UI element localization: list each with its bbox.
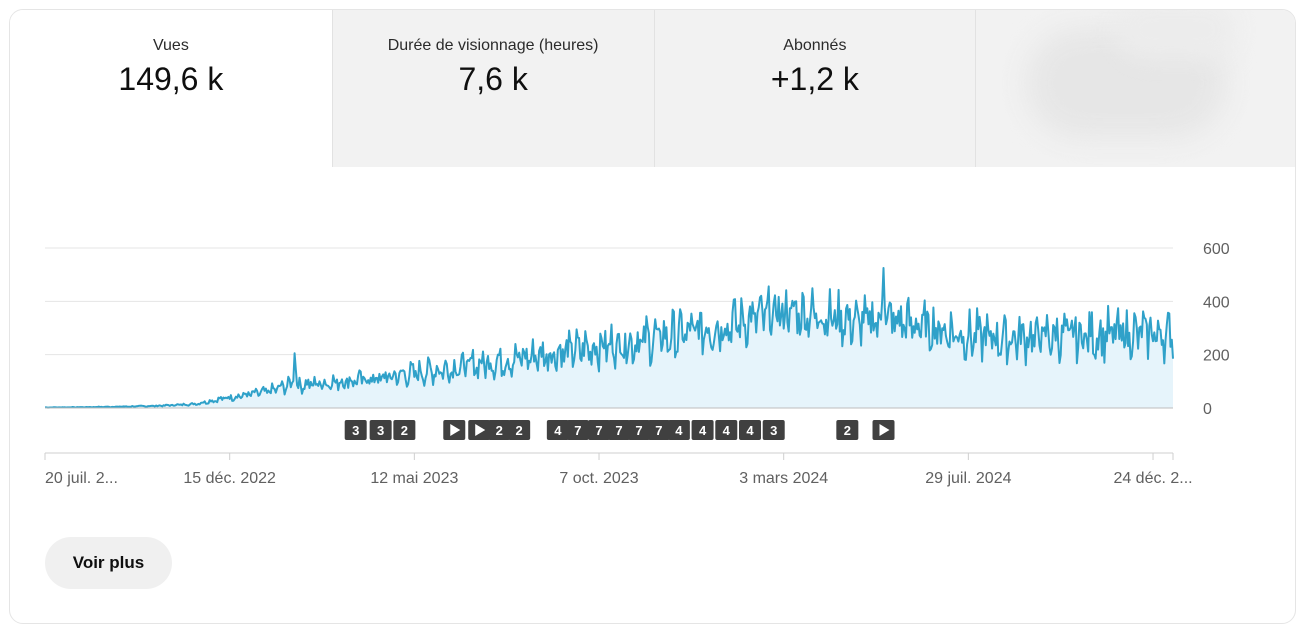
event-marker-label: 2: [496, 423, 503, 438]
event-marker-label: 3: [770, 423, 777, 438]
event-marker: [607, 420, 630, 440]
play-icon: [879, 424, 890, 436]
event-marker: [762, 420, 785, 440]
event-marker-label: 2: [516, 423, 523, 438]
tab-abonnes[interactable]: Abonnés +1,2 k: [653, 10, 976, 167]
x-tick-label: 29 juil. 2024: [925, 470, 1011, 487]
event-marker-label: 4: [699, 423, 707, 438]
metric-tabs: Vues 149,6 k Durée de visionnage (heures…: [10, 10, 1295, 167]
y-tick-label: 400: [1203, 294, 1230, 311]
event-marker: [715, 420, 738, 440]
event-marker-label: 2: [844, 423, 851, 438]
event-marker-label: 2: [401, 423, 408, 438]
tab-vues-label: Vues: [152, 37, 189, 54]
x-tick-label: 24 déc. 2...: [1113, 470, 1192, 487]
event-marker-label: 7: [595, 423, 602, 438]
tab-vues[interactable]: Vues 149,6 k: [10, 10, 332, 167]
event-marker-label: 3: [377, 423, 384, 438]
event-marker-label: 7: [574, 423, 581, 438]
x-tick-label: 7 oct. 2023: [559, 470, 638, 487]
event-marker: [627, 420, 650, 440]
tab-duree-label: Durée de visionnage (heures): [387, 37, 599, 54]
y-tick-label: 0: [1203, 401, 1212, 418]
x-tick-label: 20 juil. 2...: [45, 470, 118, 487]
event-marker-label: 4: [723, 423, 731, 438]
x-tick-label: 12 mai 2023: [370, 470, 458, 487]
x-tick-label: 3 mars 2024: [739, 470, 828, 487]
play-icon: [450, 424, 461, 436]
event-marker-label: 7: [655, 423, 662, 438]
event-marker: [667, 420, 690, 440]
blurred-content-2: [1116, 10, 1237, 60]
event-marker-label: 7: [635, 423, 642, 438]
tab-blurred[interactable]: [975, 10, 1295, 167]
event-marker: [836, 420, 859, 440]
analytics-card: Vues 149,6 k Durée de visionnage (heures…: [9, 9, 1296, 624]
event-marker: [739, 420, 761, 440]
event-marker: [566, 420, 589, 440]
event-marker: [691, 420, 714, 440]
y-tick-label: 200: [1203, 348, 1230, 365]
voir-plus-button[interactable]: Voir plus: [45, 537, 172, 589]
tab-abonnes-label: Abonnés: [783, 37, 847, 54]
event-marker: [508, 420, 531, 440]
event-marker: [647, 420, 670, 440]
event-marker: [344, 420, 367, 440]
event-marker: [488, 420, 511, 440]
event-marker-label: 4: [746, 423, 754, 438]
event-marker: [588, 420, 611, 440]
event-marker: [546, 420, 569, 440]
event-marker-label: 4: [554, 423, 562, 438]
tab-vues-value: 149,6 k: [118, 61, 224, 97]
tab-abonnes-value: +1,2 k: [770, 61, 859, 97]
event-marker: [369, 420, 392, 440]
tab-duree-value: 7,6 k: [458, 61, 528, 97]
series-area: [45, 268, 1173, 408]
tab-duree-visionnage[interactable]: Durée de visionnage (heures) 7,6 k: [331, 10, 654, 167]
x-tick-label: 15 déc. 2022: [183, 470, 276, 487]
event-marker: [393, 420, 416, 440]
event-marker-label: 4: [675, 423, 683, 438]
event-marker-label: 7: [615, 423, 622, 438]
event-marker-label: 3: [352, 423, 359, 438]
y-tick-label: 600: [1203, 241, 1230, 258]
play-icon: [475, 424, 486, 436]
series-line: [45, 267, 1174, 409]
